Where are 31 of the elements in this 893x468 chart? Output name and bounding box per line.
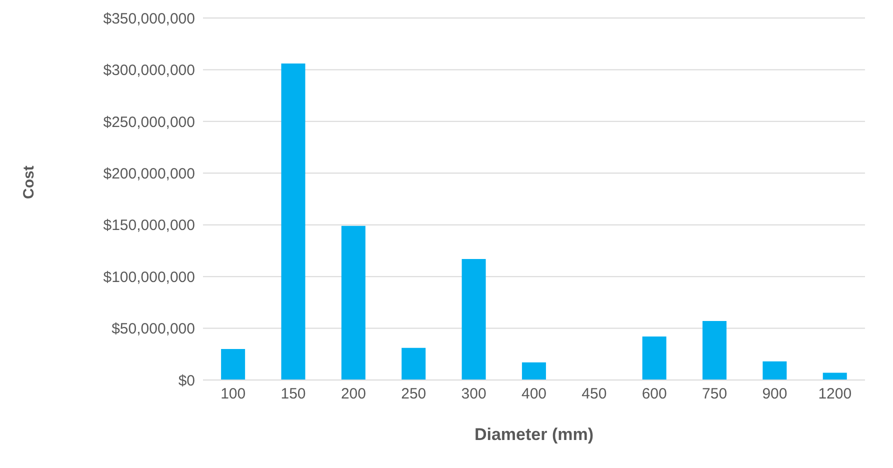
bar xyxy=(341,226,366,380)
x-tick-label: 300 xyxy=(461,386,486,403)
y-tick-label: $50,000,000 xyxy=(112,320,195,338)
bar xyxy=(702,321,727,380)
bar xyxy=(281,64,306,380)
x-tick-label: 100 xyxy=(220,386,246,403)
x-tick-label: 250 xyxy=(401,386,426,403)
bar xyxy=(642,336,666,380)
bar xyxy=(221,348,246,380)
bar xyxy=(402,348,426,380)
x-tick-label: 1200 xyxy=(818,386,852,403)
bar xyxy=(822,372,847,380)
y-tick-label: $200,000,000 xyxy=(103,165,195,182)
bar xyxy=(762,361,787,380)
y-tick-label: $100,000,000 xyxy=(103,268,195,286)
x-tick-label: 200 xyxy=(340,386,366,403)
y-tick-label: $0 xyxy=(178,372,195,390)
bar xyxy=(522,362,546,380)
x-tick-label: 600 xyxy=(642,386,667,403)
x-tick-label: 750 xyxy=(702,386,728,403)
y-tick-label: $150,000,000 xyxy=(103,217,195,234)
y-tick-label: $300,000,000 xyxy=(103,62,195,80)
x-axis-title: Diameter (mm) xyxy=(474,425,594,444)
y-axis-title: Cost xyxy=(20,166,38,199)
x-tick-label: 450 xyxy=(582,386,607,403)
x-tick-label: 150 xyxy=(280,386,306,403)
y-tick-label: $350,000,000 xyxy=(103,10,195,28)
bar xyxy=(462,258,486,380)
x-tick-label: 400 xyxy=(521,386,547,403)
x-tick-label: 900 xyxy=(762,386,788,403)
y-tick-label: $250,000,000 xyxy=(103,114,195,131)
